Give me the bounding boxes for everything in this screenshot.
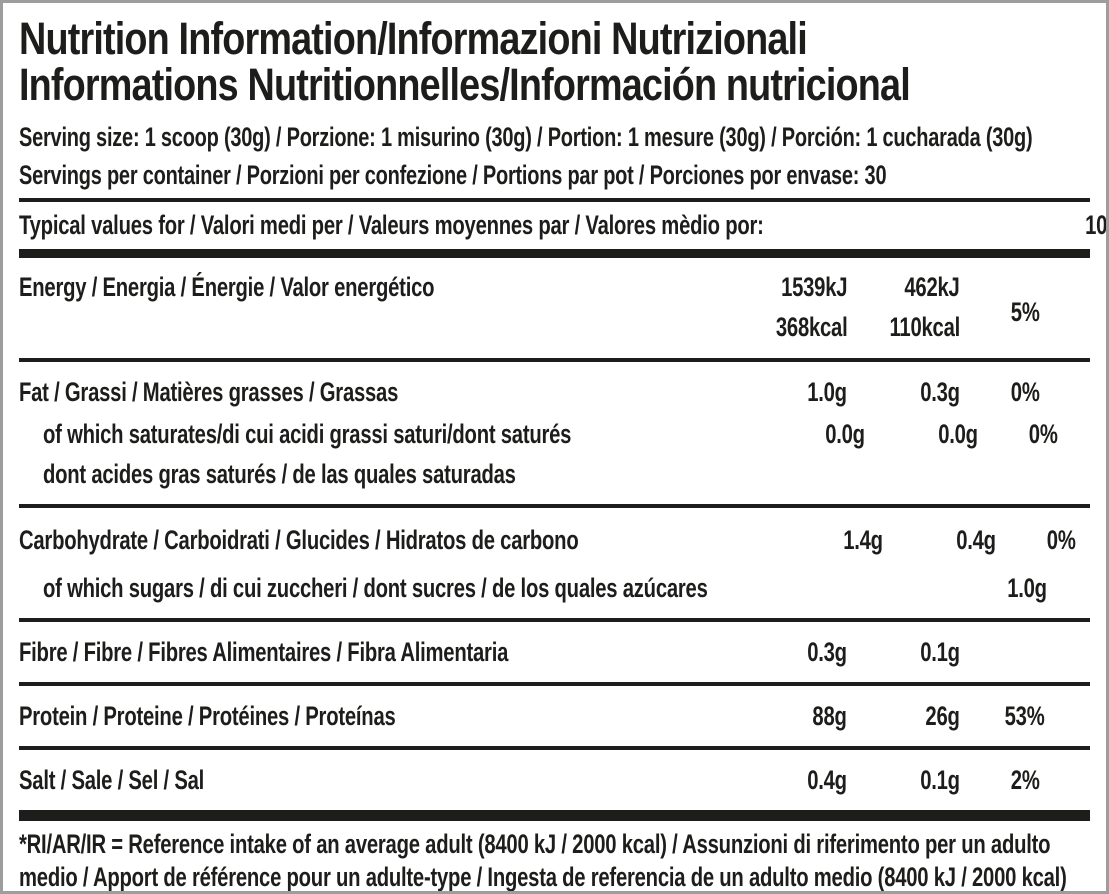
divider [19, 197, 1090, 202]
row-salt: Salt / Sale / Sel / Sal 0.4g 0.1g 2% [19, 750, 1090, 810]
carbohydrate-ri: 0% [1046, 524, 1076, 555]
label-title: Nutrition Information/Informazioni Nutri… [19, 3, 1090, 109]
divider [19, 617, 1090, 622]
sugars-per30: 0.3g [1047, 568, 1106, 608]
saturates-per30: 0.0g [938, 418, 979, 449]
row-fat: Fat / Grassi / Matières grasses / Grassa… [19, 362, 1090, 412]
salt-per30: 0.1g [920, 764, 960, 795]
row-carbohydrate: Carbohydrate / Carboidrati / Glucides / … [19, 508, 1090, 564]
divider [19, 681, 1090, 686]
carbohydrate-label: Carbohydrate / Carboidrati / Glucides / … [19, 524, 579, 555]
salt-ri: 2% [1010, 764, 1040, 795]
row-sugars: of which sugars / di cui zuccheri / dont… [19, 564, 1090, 618]
energy-per100: 1539kJ 368kcal [775, 271, 847, 342]
sugars-label: of which sugars / di cui zuccheri / dont… [43, 572, 708, 603]
saturates-label: of which saturates/di cui acidi grassi s… [43, 418, 572, 489]
column-header-typical-values: Typical values for / Valori medi per / V… [19, 209, 764, 240]
protein-label: Protein / Proteine / Protéines / Proteín… [19, 700, 396, 731]
saturates-ri: 0% [1028, 418, 1058, 449]
servings-per-container-text: Servings per container / Porzioni per co… [19, 159, 887, 190]
fat-ri: 0% [1010, 376, 1040, 407]
sugars-per100: 1.0g [1007, 572, 1048, 603]
row-energy: Energy / Energia / Énergie / Valor energ… [19, 258, 1090, 358]
fibre-per100: 0.3g [807, 636, 847, 667]
protein-ri: 53% [1005, 700, 1045, 731]
label-title-line1: Nutrition Information/Informazioni Nutri… [19, 13, 808, 64]
fibre-per30: 0.1g [920, 636, 960, 667]
carbohydrate-per30: 0.4g [956, 524, 996, 555]
divider [19, 809, 1090, 821]
protein-per100: 88g [812, 700, 847, 731]
divider [19, 745, 1090, 750]
divider [19, 503, 1090, 508]
label-title-line2: Informations Nutritionnelles/Información… [19, 59, 911, 111]
serving-size-text: Serving size: 1 scoop (30g) / Porzione: … [19, 121, 1033, 152]
row-protein: Protein / Proteine / Protéines / Proteín… [19, 686, 1090, 746]
energy-label: Energy / Energia / Énergie / Valor energ… [19, 271, 435, 302]
reference-intake-footnote: *RI/AR/IR = Reference intake of an avera… [19, 828, 1067, 892]
protein-per30: 26g [925, 700, 960, 731]
energy-per30: 462kJ 110kcal [889, 271, 960, 342]
row-fibre: Fibre / Fibre / Fibres Alimentaires / Fi… [19, 622, 1090, 682]
carbohydrate-per100: 1.4g [843, 524, 883, 555]
energy-ri: 5% [1010, 297, 1040, 328]
saturates-per100: 0.0g [825, 418, 866, 449]
fibre-label: Fibre / Fibre / Fibres Alimentaires / Fi… [19, 636, 509, 667]
salt-label: Salt / Sale / Sel / Sal [19, 764, 205, 795]
fat-per100: 1.0g [807, 376, 847, 407]
fat-label: Fat / Grassi / Matières grasses / Grassa… [19, 376, 399, 407]
column-header-100g: 100g [1084, 209, 1107, 240]
divider [19, 248, 1090, 258]
divider [19, 357, 1090, 362]
fat-per30: 0.3g [920, 376, 960, 407]
fibre-ri [960, 632, 1090, 672]
salt-per100: 0.4g [807, 764, 847, 795]
row-saturates: of which saturates/di cui acidi grassi s… [19, 412, 1090, 504]
table-header-row: Typical values for / Valori medi per / V… [19, 202, 1106, 249]
